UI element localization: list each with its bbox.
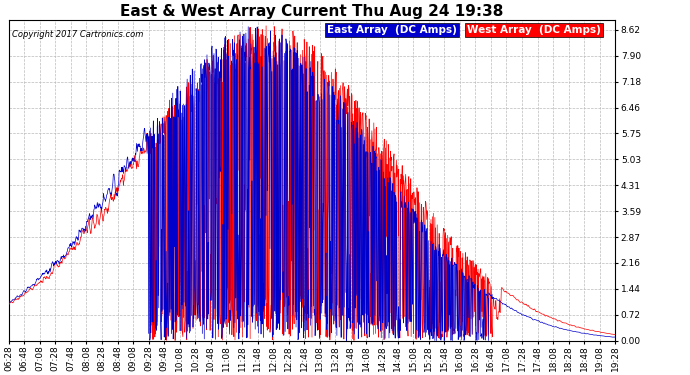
Text: West Array  (DC Amps): West Array (DC Amps) — [466, 25, 600, 35]
Title: East & West Array Current Thu Aug 24 19:38: East & West Array Current Thu Aug 24 19:… — [120, 4, 504, 19]
Text: East Array  (DC Amps): East Array (DC Amps) — [327, 25, 457, 35]
Text: Copyright 2017 Cartronics.com: Copyright 2017 Cartronics.com — [12, 30, 143, 39]
